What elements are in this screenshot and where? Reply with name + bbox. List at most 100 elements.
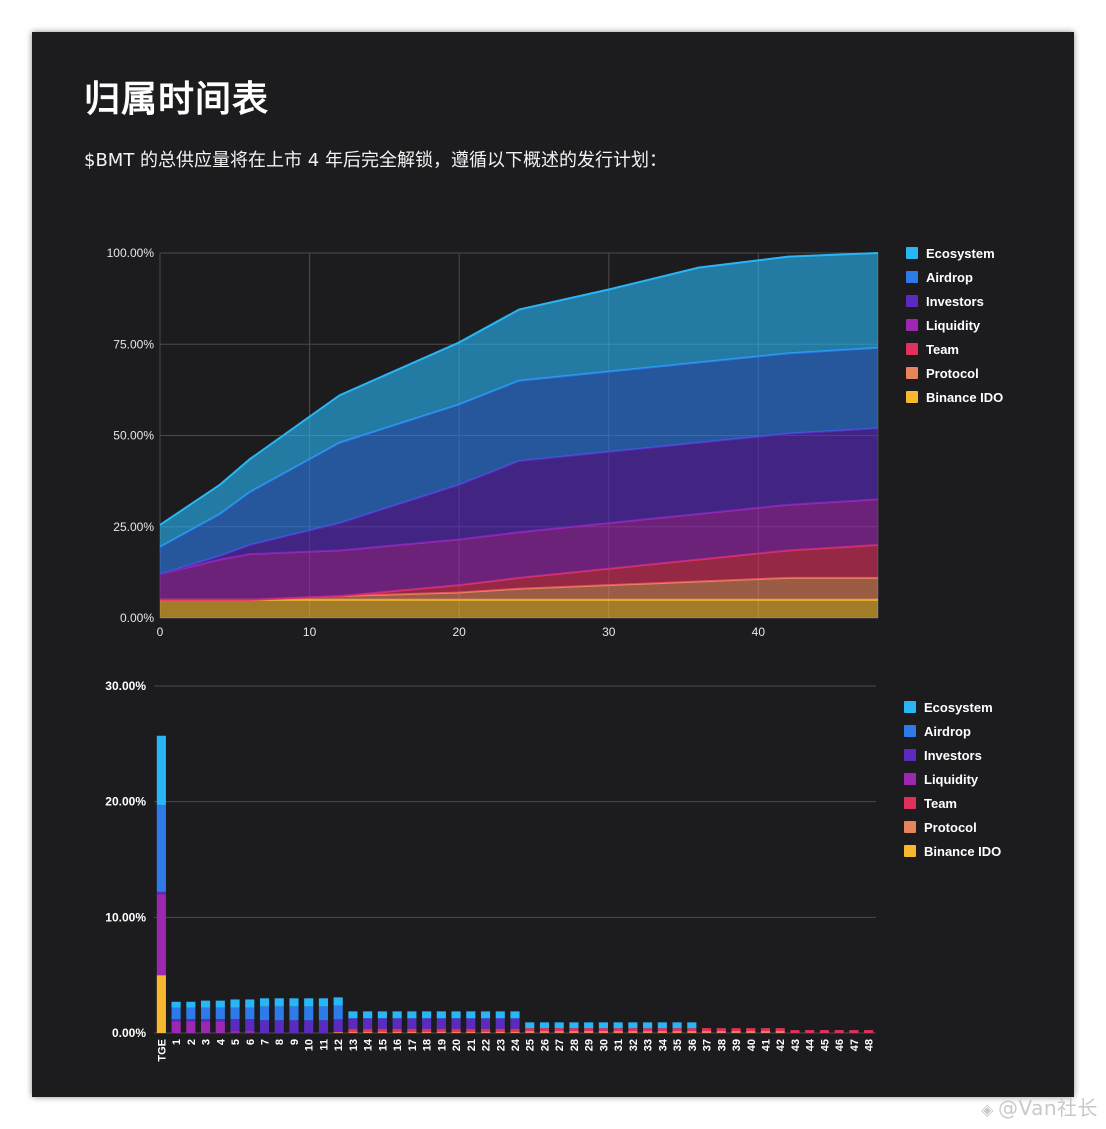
bar-ecosystem [569, 1022, 579, 1029]
x-tick-label: 30 [602, 625, 616, 639]
area-investors [160, 428, 878, 575]
bar-liquidity [215, 1021, 225, 1033]
x-tick-label: 23 [495, 1039, 507, 1051]
x-tick-label: 18 [422, 1039, 434, 1051]
y-tick-label: 20.00% [105, 795, 146, 809]
bar-airdrop [201, 1007, 211, 1020]
x-tick-label: 26 [539, 1039, 551, 1051]
legend-swatch-team [906, 343, 918, 355]
bar-airdrop [186, 1007, 196, 1020]
bar-liquidity [156, 894, 166, 976]
x-tick-label: 40 [752, 625, 766, 639]
bar-team [805, 1030, 815, 1033]
bar-ecosystem [451, 1011, 461, 1019]
bar-investors [422, 1018, 432, 1029]
legend-swatch-protocol [904, 821, 916, 833]
bar-protocol [333, 1032, 343, 1033]
bar-protocol [377, 1031, 387, 1033]
bar-team [569, 1028, 579, 1032]
x-tick-label: 44 [805, 1038, 817, 1051]
x-tick-label: 40 [746, 1039, 758, 1051]
bar-ecosystem [687, 1022, 697, 1029]
y-tick-label: 50.00% [113, 429, 154, 443]
bar-team [584, 1028, 594, 1032]
bar-ecosystem [407, 1011, 417, 1019]
bar-airdrop [230, 1007, 240, 1020]
bar-ecosystem [657, 1022, 667, 1029]
bar-protocol [672, 1031, 682, 1033]
bar-team [436, 1028, 446, 1032]
bar-team [775, 1028, 785, 1032]
bar-team [422, 1028, 432, 1032]
watermark-text: @Van社长 [997, 1096, 1098, 1120]
legend-swatch-binance-ido [904, 845, 916, 857]
bar-team [746, 1028, 756, 1032]
bar-ecosystem [613, 1022, 623, 1029]
legend-label-airdrop: Airdrop [926, 270, 973, 285]
x-tick-label: 6 [245, 1039, 257, 1045]
cumulative-area-chart: 0.00% 25.00% 50.00% 75.00% 100.00% 0 10 20 30 40 E… [107, 246, 1004, 639]
bar-team [731, 1028, 741, 1032]
bar-investors [510, 1018, 520, 1029]
x-tick-label: 7 [260, 1039, 272, 1045]
legend-label-liquidity: Liquidity [924, 772, 979, 787]
x-tick-label: 33 [643, 1039, 655, 1051]
bar-protocol [760, 1031, 771, 1033]
bar-liquidity [245, 1030, 255, 1033]
bar-binance-ido [156, 975, 166, 1033]
x-tick-label: 20 [452, 625, 466, 639]
x-tick-label: 1 [171, 1039, 183, 1045]
legend-label-binance-ido: Binance IDO [926, 390, 1003, 405]
bar-team [687, 1028, 697, 1032]
legend-label-ecosystem: Ecosystem [926, 246, 995, 261]
x-tick-label: 10 [304, 1039, 316, 1051]
bar-team [554, 1028, 564, 1032]
bar-team [407, 1028, 417, 1032]
x-tick-label: 2 [186, 1039, 198, 1045]
bar-investors [407, 1018, 417, 1029]
x-tick-label: 47 [849, 1039, 861, 1051]
x-tick-label: 34 [657, 1038, 669, 1051]
y-tick-label: 100.00% [107, 246, 155, 260]
bar-investors [333, 1019, 343, 1033]
legend-label-liquidity: Liquidity [926, 318, 981, 333]
area-binance-ido [160, 599, 878, 618]
bar-airdrop [215, 1007, 225, 1020]
bar-protocol [613, 1031, 623, 1033]
y-tick-label: 25.00% [113, 520, 154, 534]
bar-protocol [746, 1031, 756, 1033]
bar-team [348, 1028, 358, 1032]
bar-ecosystem [304, 998, 314, 1007]
x-tick-label: 20 [451, 1039, 463, 1051]
area-liquidity [160, 499, 878, 600]
bar-protocol [731, 1031, 741, 1033]
bar-investors [186, 1019, 196, 1022]
x-tick-label: 31 [613, 1039, 625, 1051]
bar-team [849, 1030, 859, 1033]
legend-label-investors: Investors [926, 294, 984, 309]
bar-investors [274, 1020, 284, 1033]
x-tick-label: 24 [510, 1038, 522, 1051]
bar-protocol [407, 1031, 417, 1033]
bar-team [363, 1028, 373, 1032]
legend-label-team: Team [926, 342, 959, 357]
x-tick-label: 4 [215, 1038, 227, 1045]
x-tick-label: 28 [569, 1039, 581, 1051]
bar-protocol [716, 1031, 726, 1033]
x-tick-label: 11 [318, 1039, 330, 1051]
legend-swatch-investors [906, 295, 918, 307]
bar-protocol [687, 1031, 697, 1033]
bar-airdrop [171, 1007, 181, 1020]
bar-ecosystem [672, 1022, 682, 1029]
x-tick-label: 43 [790, 1039, 802, 1051]
bar-airdrop [259, 1006, 270, 1021]
bar-investors [495, 1018, 505, 1029]
x-tick-label: 14 [363, 1038, 375, 1051]
bar-team [672, 1028, 682, 1032]
area-airdrop [160, 347, 878, 575]
legend-swatch-liquidity [904, 773, 916, 785]
x-tick-label: 48 [864, 1039, 876, 1051]
bar-ecosystem [377, 1011, 387, 1019]
bar-team [451, 1028, 461, 1032]
bar-team [819, 1030, 829, 1033]
